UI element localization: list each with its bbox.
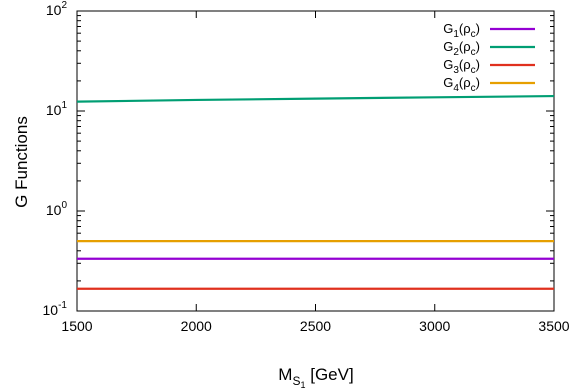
x-tick-label: 2000 <box>181 318 212 334</box>
y-tick-label: 102 <box>46 0 68 18</box>
x-axis-label: MS1 [GeV] <box>278 365 353 390</box>
x-tick-label: 3000 <box>419 318 450 334</box>
x-tick-label: 3500 <box>538 318 569 334</box>
legend: G1(ρc)G2(ρc)G3(ρc)G4(ρc) <box>443 21 535 94</box>
legend-label-g3: G3(ρc) <box>443 57 480 76</box>
x-label-sub: S <box>292 374 300 388</box>
series-lines <box>76 94 555 290</box>
x-label-rest: [GeV] <box>306 365 354 384</box>
plot-frame <box>76 10 555 312</box>
x-tick-label: 2500 <box>300 318 331 334</box>
legend-label-g4: G4(ρc) <box>443 75 480 94</box>
x-tick-label: 1500 <box>61 318 92 334</box>
series-line-g2 <box>76 94 555 103</box>
x-label-base: M <box>278 365 292 384</box>
y-tick-label: 100 <box>46 200 68 218</box>
legend-label-g2: G2(ρc) <box>443 39 480 58</box>
axis-ticks: 1500 2000 2500 3000 3500 10-1 100 101 102 <box>43 0 570 334</box>
legend-label-g1: G1(ρc) <box>443 21 480 40</box>
y-axis-label: G Functions <box>12 116 31 208</box>
x-label-subsub: 1 <box>300 380 305 390</box>
y-tick-label: 101 <box>46 100 68 118</box>
y-tick-label: 10-1 <box>43 300 68 318</box>
